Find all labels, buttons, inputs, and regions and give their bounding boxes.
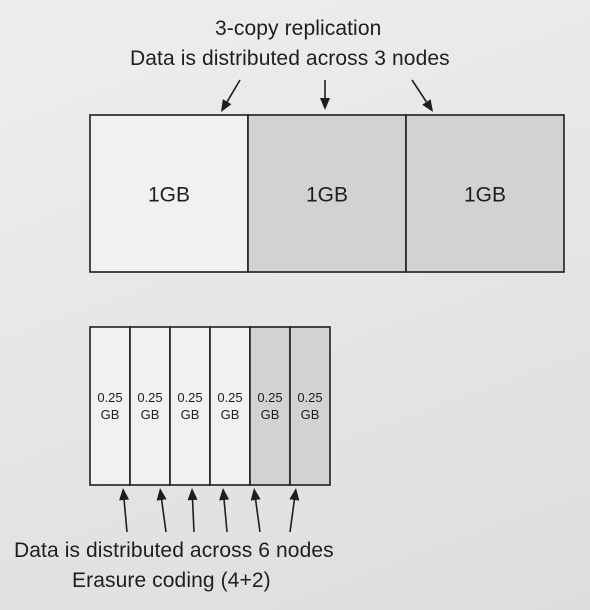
chunk-size-label: 0.25 [217,390,242,405]
replica-block [89,114,249,273]
replica-arrow [320,80,330,110]
chunk-arrow [219,488,230,533]
chunk-block [209,326,251,486]
erasure-subtitle: Data is distributed across 6 nodes [14,539,334,562]
replica-block-label: 1GB [464,184,506,207]
chunk-arrow [119,488,130,533]
replica-block-label: 1GB [148,184,190,207]
chunk-size-label: 0.25 [97,390,122,405]
erasure-title: Erasure coding (4+2) [72,569,271,592]
replica-arrow [221,79,241,112]
replication-subtitle: Data is distributed across 3 nodes [130,47,450,70]
chunk-arrow [250,488,261,533]
chunk-unit-label: GB [101,407,120,422]
chunk-size-label: 0.25 [177,390,202,405]
chunk-arrow [187,488,198,533]
chunk-unit-label: GB [141,407,160,422]
chunk-block [169,326,211,486]
chunk-block [249,326,291,486]
replica-block-label: 1GB [306,184,348,207]
chunk-unit-label: GB [181,407,200,422]
chunk-size-label: 0.25 [297,390,322,405]
chunk-size-label: 0.25 [137,390,162,405]
chunk-arrow [156,488,167,533]
replica-block [405,114,565,273]
chunk-unit-label: GB [221,407,240,422]
chunk-arrow [289,488,300,533]
chunk-block [289,326,331,486]
replica-arrow [411,79,433,112]
chunk-unit-label: GB [301,407,320,422]
chunk-block [89,326,131,486]
chunk-size-label: 0.25 [257,390,282,405]
replication-title: 3-copy replication [215,17,382,40]
chunk-block [129,326,171,486]
chunk-unit-label: GB [261,407,280,422]
